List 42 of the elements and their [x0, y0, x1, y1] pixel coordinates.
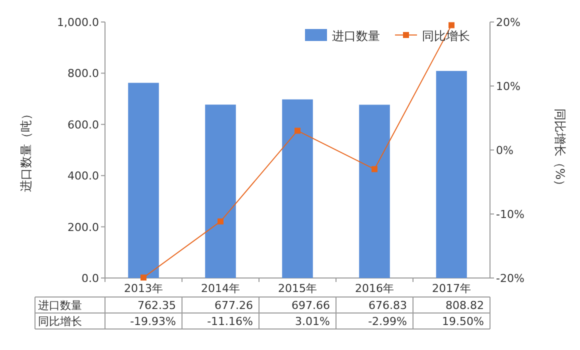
y-tick-label: 1,000.0: [57, 16, 99, 29]
point: [372, 166, 378, 172]
text: 同比增长: [38, 315, 82, 328]
point: [140, 274, 146, 281]
data-label: 3.01%: [295, 315, 330, 328]
y2-tick-label: 20%: [496, 16, 520, 29]
data-label: -19.93%: [130, 315, 176, 328]
y-tick-label: 600.0: [68, 118, 99, 132]
bar: [205, 104, 236, 278]
x-tick-label: 2014年: [201, 282, 240, 295]
data-label: 677.26: [214, 299, 253, 312]
data-label: -2.99%: [368, 315, 407, 328]
y2-tick-label: 0%: [496, 144, 514, 157]
y2-tick-label: -20%: [496, 272, 524, 285]
point: [448, 22, 454, 28]
legend-label: 进口数量: [332, 29, 380, 43]
legend-label: 同比增长: [422, 29, 470, 43]
data-label: 697.66: [292, 299, 330, 312]
bar: [282, 99, 313, 278]
data-label: 676.83: [368, 299, 407, 312]
y2-tick-label: -10%: [496, 208, 524, 221]
data-label: 762.35: [138, 299, 176, 312]
y2-axis-title: 同比增长（%）: [553, 108, 567, 192]
y-tick-label: 0.0: [82, 272, 99, 285]
point: [218, 218, 224, 224]
bar: [359, 104, 390, 278]
x-tick-label: 2013年: [124, 282, 163, 295]
data-label: 19.50%: [442, 315, 484, 328]
x-tick-label: 2016年: [355, 282, 394, 295]
y-tick-label: 800.0: [68, 67, 99, 80]
bar: [128, 82, 159, 278]
y-tick-label: 400.0: [68, 170, 99, 183]
point: [294, 128, 300, 134]
data-label: 808.82: [446, 299, 484, 312]
bar: [436, 70, 467, 278]
y-tick-label: 200.0: [68, 220, 99, 234]
x-tick-label: 2017年: [432, 282, 471, 295]
x-tick-label: 2015年: [278, 282, 317, 295]
y2-tick-label: 10%: [496, 80, 520, 93]
y-axis-title: 进口数量（吨）: [19, 108, 33, 192]
text: 进口数量: [38, 299, 82, 312]
data-label: -11.16%: [207, 315, 253, 328]
